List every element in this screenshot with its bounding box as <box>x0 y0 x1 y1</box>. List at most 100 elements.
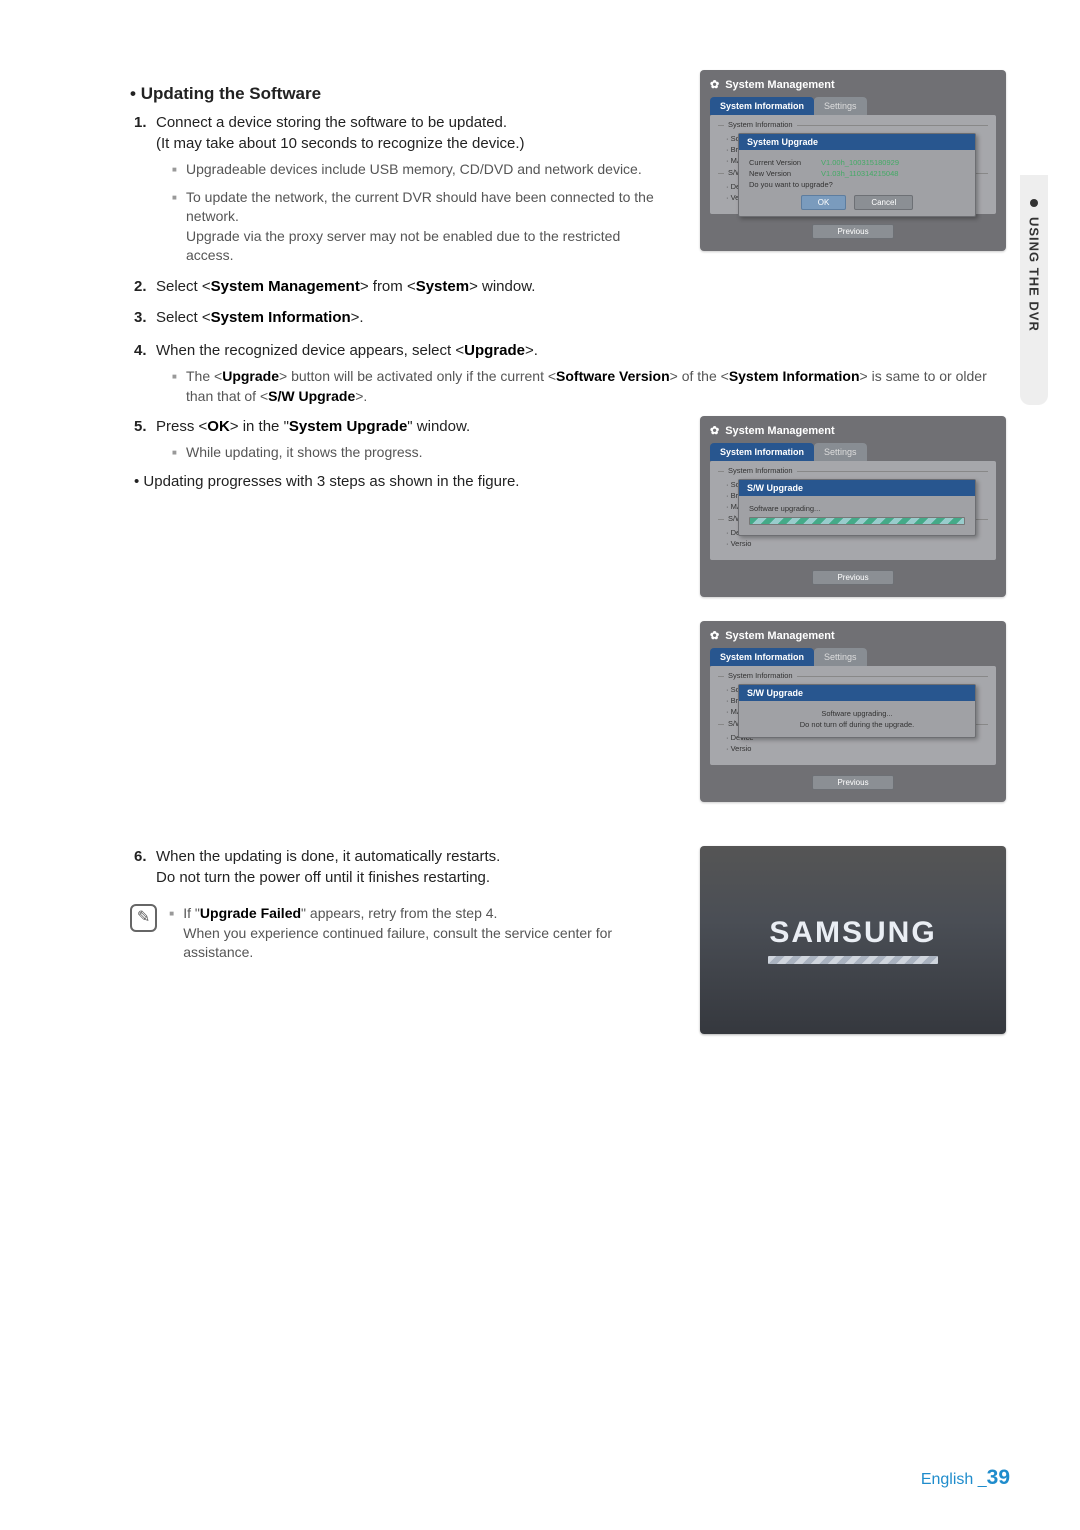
section-heading-text: Updating the Software <box>141 84 321 103</box>
label-new-version: New Version <box>749 169 821 178</box>
note-line-2: When you experience continued failure, c… <box>183 925 612 961</box>
previous-button[interactable]: Previous <box>812 224 893 239</box>
step-number: 5. <box>134 416 156 437</box>
modal-sw-upgrade: S/W Upgrade Software upgrading... <box>738 479 976 536</box>
upgrade-confirm-text: Do you want to upgrade? <box>749 180 965 189</box>
modal-system-upgrade: System Upgrade Current VersionV1.00h_100… <box>738 133 976 217</box>
step-4-sub-bold: S/W Upgrade <box>268 388 355 404</box>
step-4-sub-bold: Upgrade <box>222 368 279 384</box>
step-1-note: (It may take about 10 seconds to recogni… <box>156 135 525 152</box>
step-number: 1. <box>134 112 156 133</box>
shot-pane: System Information · Software VersionV1.… <box>710 115 996 214</box>
modal-title: S/W Upgrade <box>739 480 975 496</box>
step-4-sub-bold: Software Version <box>556 368 670 384</box>
modal-title: System Upgrade <box>739 134 975 150</box>
fieldset-system-info: System Information <box>724 120 797 129</box>
step-4-frag: When the recognized device appears, sele… <box>156 342 464 359</box>
gear-icon: ✿ <box>710 424 719 437</box>
footer-page-number: 39 <box>987 1466 1010 1489</box>
step-1-text: Connect a device storing the software to… <box>156 114 507 131</box>
splash-progress-bar <box>768 956 938 964</box>
upgrade-warning-text: Do not turn off during the upgrade. <box>749 720 965 729</box>
value-current-version: V1.00h_100315180929 <box>821 158 899 167</box>
step-4-sub: The <Upgrade> button will be activated o… <box>172 367 1010 406</box>
step-4-sub-frag: >. <box>355 388 367 404</box>
fieldset-system-info: System Information <box>724 671 797 680</box>
step-2-bold-2: System <box>416 278 469 295</box>
cancel-button[interactable]: Cancel <box>854 195 913 210</box>
label-version: · Versio <box>726 744 794 753</box>
tab-system-information[interactable]: System Information <box>710 443 814 461</box>
shot-title: ✿ System Management <box>704 74 1002 95</box>
note-frag: " appears, retry from the step 4. <box>301 905 497 921</box>
step-1-sub-2b: Upgrade via the proxy server may not be … <box>186 228 620 264</box>
screenshot-upgrade-confirm: ✿ System Management System Information Se… <box>700 70 1006 251</box>
screenshot-upgrade-progress: ✿ System Management System Information Se… <box>700 416 1006 597</box>
shot-title-text: System Management <box>725 79 834 91</box>
step-2-frag: > from < <box>360 278 416 295</box>
samsung-logo: SAMSUNG <box>769 916 936 950</box>
tab-system-information[interactable]: System Information <box>710 97 814 115</box>
previous-button[interactable]: Previous <box>812 775 893 790</box>
note-text: If "Upgrade Failed" appears, retry from … <box>169 904 670 963</box>
step-5-sub: While updating, it shows the progress. <box>172 443 670 463</box>
ok-button[interactable]: OK <box>801 195 847 210</box>
upgrade-progress-text: Software upgrading... <box>749 709 965 718</box>
label-version: · Versio <box>726 539 794 548</box>
step-5-bold-1: OK <box>207 418 230 435</box>
step-2-frag: > window. <box>469 278 535 295</box>
step-3-frag: >. <box>351 309 364 326</box>
gear-icon: ✿ <box>710 78 719 91</box>
step-number: 3. <box>134 307 156 328</box>
step-4: 4.When the recognized device appears, se… <box>134 340 1010 406</box>
value-new-version: V1.03h_110314215048 <box>821 169 898 178</box>
modal-title: S/W Upgrade <box>739 685 975 701</box>
side-tab: USING THE DVR <box>1020 175 1048 405</box>
shot-title-text: System Management <box>725 425 834 437</box>
tab-system-information[interactable]: System Information <box>710 648 814 666</box>
section-heading: • Updating the Software <box>130 84 670 104</box>
step-4-sub-bold: System Information <box>729 368 860 384</box>
step-5-frag: " window. <box>407 418 470 435</box>
shot-pane: System Information · Software VersionV1.… <box>710 666 996 765</box>
progress-bar <box>749 517 965 525</box>
step-5-frag: > in the " <box>230 418 289 435</box>
step-5-frag: Press < <box>156 418 207 435</box>
step-5: 5.Press <OK> in the "System Upgrade" win… <box>134 416 670 463</box>
shot-title: ✿System Management <box>704 625 1002 646</box>
progress-line-text: Updating progresses with 3 steps as show… <box>143 473 519 490</box>
step-number: 4. <box>134 340 156 361</box>
side-tab-bullet <box>1030 199 1038 207</box>
note-icon: ✎ <box>130 904 157 932</box>
note-block: ✎ If "Upgrade Failed" appears, retry fro… <box>130 904 670 971</box>
previous-button[interactable]: Previous <box>812 570 893 585</box>
step-6: 6.When the updating is done, it automati… <box>134 846 670 888</box>
step-4-sub-frag: > button will be activated only if the c… <box>279 368 556 384</box>
step-6-line-2: Do not turn the power off until it finis… <box>156 869 490 886</box>
tab-settings[interactable]: Settings <box>814 443 867 461</box>
label-current-version: Current Version <box>749 158 821 167</box>
step-1-sub-2: To update the network, the current DVR s… <box>172 188 670 266</box>
step-3: 3.Select <System Information>. <box>134 307 670 328</box>
modal-sw-upgrade-warning: S/W Upgrade Software upgrading... Do not… <box>738 684 976 738</box>
step-2-frag: Select < <box>156 278 211 295</box>
shot-pane: System Information · Software VersionV1.… <box>710 461 996 560</box>
step-4-sub-frag: The < <box>186 368 222 384</box>
step-4-bold: Upgrade <box>464 342 525 359</box>
tab-settings[interactable]: Settings <box>814 648 867 666</box>
step-1-sub-2a: To update the network, the current DVR s… <box>186 189 654 225</box>
progress-line: • Updating progresses with 3 steps as sh… <box>134 473 670 490</box>
tab-settings[interactable]: Settings <box>814 97 867 115</box>
shot-title-text: System Management <box>725 630 834 642</box>
step-3-frag: Select < <box>156 309 211 326</box>
note-bold: Upgrade Failed <box>200 905 301 921</box>
step-5-bold-2: System Upgrade <box>289 418 407 435</box>
step-4-sub-frag: > of the < <box>670 368 729 384</box>
step-3-bold: System Information <box>211 309 351 326</box>
shot-title: ✿ System Management <box>704 420 1002 441</box>
fieldset-system-info: System Information <box>724 466 797 475</box>
step-number: 6. <box>134 846 156 867</box>
screenshot-restart-splash: SAMSUNG <box>700 846 1006 1034</box>
page-footer: English _39 <box>921 1466 1010 1490</box>
side-tab-label: USING THE DVR <box>1027 217 1042 332</box>
